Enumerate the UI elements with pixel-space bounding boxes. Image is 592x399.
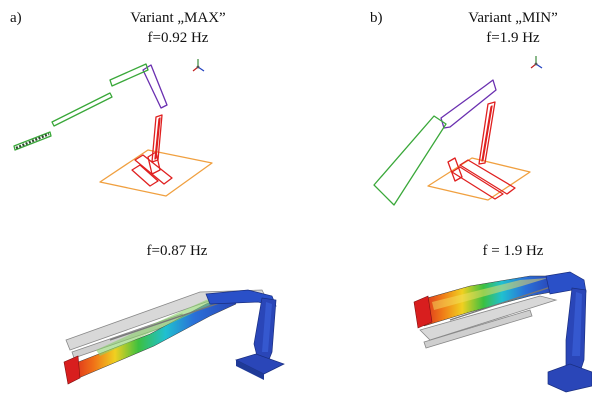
base-plate-outline-b [427, 157, 531, 201]
blue-column-b-shade [572, 292, 582, 356]
undeformed-boom-ghost-b-2 [423, 309, 533, 349]
column-outline-b [478, 101, 496, 165]
green-boom-section-3 [13, 131, 52, 151]
hydraulic-cylinder-b [449, 283, 561, 321]
panel-b-fem-mode-shape [413, 271, 592, 393]
panel-a-label: a) [10, 10, 22, 26]
panel-b-title: Variant „MIN” [468, 10, 558, 26]
panel-a-title: Variant „MAX” [130, 10, 226, 26]
blue-column-shade [262, 302, 272, 352]
pedestal-outline-b-3 [447, 157, 463, 182]
blue-base-b [547, 363, 592, 393]
green-boom-section-1 [109, 63, 149, 87]
panel-a-wireframe-model [13, 63, 213, 197]
undeformed-boom-ghost-b [419, 295, 558, 341]
axis-triad-b-icon [530, 56, 543, 69]
column-outline-inner [154, 117, 161, 160]
pedestal-outline-2 [131, 164, 159, 187]
boom-tip-b [413, 295, 433, 329]
panel-b-frequency-top: f=1.9 Hz [486, 30, 540, 46]
column-outline-b-inner [481, 105, 493, 162]
panel-b-frequency-bottom: f = 1.9 Hz [482, 243, 544, 259]
boom-tip-hatch [15, 132, 50, 150]
deformed-boom-b-top [432, 278, 548, 310]
panel-a-fem-mode-shape [63, 289, 285, 385]
blue-base-front [236, 360, 264, 380]
panel-b-wireframe-model [373, 79, 531, 206]
boom-tip [63, 355, 81, 385]
green-boom-outline-b [373, 115, 447, 206]
green-boom-section-2 [51, 92, 113, 127]
blue-arm [205, 289, 277, 307]
panel-b-label: b) [370, 10, 383, 26]
pedestal-outline-b [459, 159, 516, 195]
panel-a-frequency-top: f=0.92 Hz [147, 30, 209, 46]
pedestal-outline [134, 154, 173, 185]
base-plate-outline [99, 149, 213, 197]
panel-a-frequency-bottom: f=0.87 Hz [146, 243, 208, 259]
pedestal-outline-b-2 [451, 166, 504, 200]
purple-arm-outline [142, 64, 168, 109]
axis-triad-a-icon [192, 59, 205, 72]
pedestal-outline-3 [147, 151, 161, 175]
